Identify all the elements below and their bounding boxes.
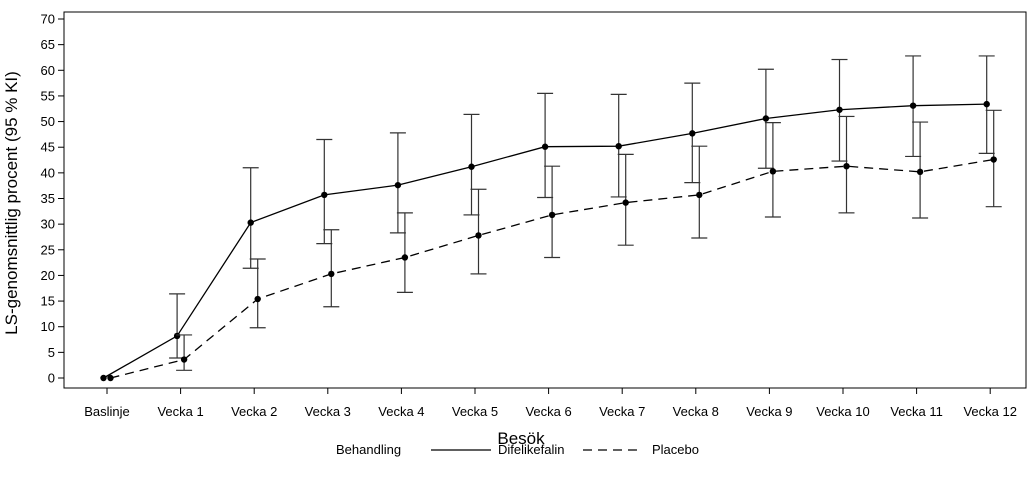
- data-point-placebo: [180, 356, 188, 363]
- data-point-difelikefalin: [615, 142, 622, 150]
- x-tick-label: Vecka 9: [746, 404, 792, 419]
- y-tick-label: 25: [41, 242, 55, 257]
- data-point-difelikefalin: [247, 219, 254, 226]
- data-point-difelikefalin: [321, 191, 328, 199]
- data-point-placebo: [254, 295, 261, 303]
- legend-label-placebo: Placebo: [652, 442, 699, 457]
- y-tick-label: 40: [41, 165, 55, 180]
- data-point-placebo: [990, 156, 997, 163]
- data-point-placebo: [475, 232, 482, 239]
- y-tick-label: 20: [41, 268, 55, 283]
- y-tick-label: 65: [41, 37, 55, 52]
- legend-title: Behandling: [336, 442, 401, 457]
- y-tick-label: 30: [41, 217, 55, 232]
- data-point-placebo: [328, 270, 335, 278]
- data-point-difelikefalin: [100, 374, 107, 382]
- series-placebo: [107, 109, 1002, 382]
- x-tick-label: Vecka 6: [525, 404, 571, 419]
- x-tick-label: Vecka 1: [157, 404, 203, 419]
- x-tick-label: Baslinje: [84, 404, 130, 419]
- y-tick-label: 60: [41, 63, 55, 78]
- series-difelikefalin: [100, 55, 995, 382]
- data-point-difelikefalin: [909, 102, 917, 109]
- data-point-difelikefalin: [541, 143, 549, 150]
- y-tick-label: 55: [41, 88, 55, 103]
- data-point-placebo: [696, 191, 703, 199]
- y-tick-label: 70: [41, 12, 55, 27]
- y-tick-label: 10: [41, 319, 55, 334]
- data-point-difelikefalin: [173, 332, 181, 340]
- y-tick-label: 5: [48, 345, 55, 360]
- y-tick-label: 50: [41, 114, 55, 129]
- data-point-placebo: [769, 168, 777, 175]
- data-point-difelikefalin: [836, 106, 843, 113]
- x-tick-label: Vecka 7: [599, 404, 645, 419]
- x-tick-label: Vecka 3: [305, 404, 351, 419]
- x-tick-label: Vecka 11: [890, 404, 943, 419]
- y-tick-label: 35: [41, 191, 55, 206]
- data-point-difelikefalin: [689, 130, 696, 137]
- x-axis-title: Besök: [497, 429, 545, 448]
- y-tick-label: 0: [48, 371, 55, 386]
- data-point-placebo: [107, 374, 114, 382]
- plot-frame: [63, 11, 1027, 389]
- data-point-difelikefalin: [983, 100, 990, 108]
- y-tick-label: 45: [41, 140, 55, 155]
- x-tick-label: Vecka 12: [963, 404, 1017, 419]
- data-point-placebo: [548, 211, 556, 219]
- legend-label-difelikefalin: Difelikefalin: [498, 442, 564, 457]
- y-tick-label: 15: [41, 294, 55, 309]
- y-axis: 0 5 10 15 20 25 30 35 40 45 50 55 60 65 70: [41, 12, 64, 386]
- data-point-placebo: [622, 199, 629, 206]
- data-point-placebo: [843, 162, 850, 170]
- y-axis-title: LS-genomsnittlig procent (95 % KI): [2, 71, 21, 335]
- x-tick-label: Vecka 4: [378, 404, 424, 419]
- series-layer: [100, 55, 1002, 382]
- data-point-difelikefalin: [468, 163, 475, 170]
- x-tick-label: Vecka 8: [673, 404, 719, 419]
- data-point-placebo: [401, 254, 409, 261]
- legend: Behandling Difelikefalin Placebo: [336, 442, 699, 457]
- data-point-difelikefalin: [394, 181, 402, 189]
- x-tick-label: Vecka 5: [452, 404, 498, 419]
- data-point-difelikefalin: [762, 115, 770, 122]
- x-tick-label: Vecka 2: [231, 404, 277, 419]
- x-tick-label: Vecka 10: [816, 404, 870, 419]
- x-axis: Baslinje Vecka 1 Vecka 2 Vecka 3 Vecka 4 Veck…: [84, 388, 1017, 419]
- data-point-placebo: [916, 168, 924, 176]
